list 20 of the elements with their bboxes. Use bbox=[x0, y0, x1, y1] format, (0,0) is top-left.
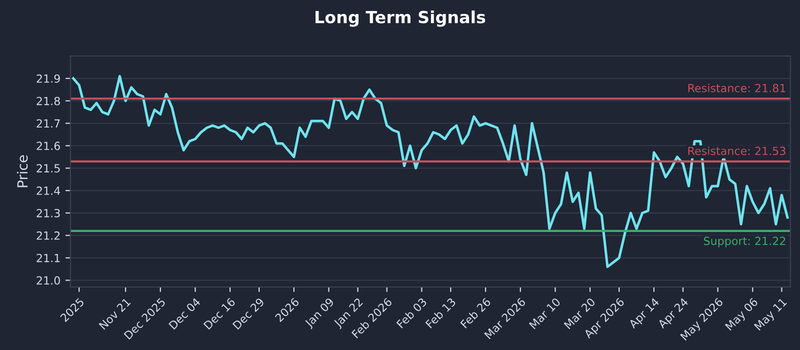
y-tick-label: 21.9 bbox=[36, 74, 60, 83]
x-tick-label: Mar 10 bbox=[528, 297, 561, 330]
y-tick-label: 21.7 bbox=[36, 119, 60, 128]
y-tick-label: 21.6 bbox=[36, 142, 60, 150]
y-tick-label: 21.0 bbox=[36, 276, 60, 285]
chart-title: Long Term Signals bbox=[316, 10, 486, 27]
x-tick-label: Dec 04 bbox=[168, 297, 201, 330]
y-tick-label: 21.4 bbox=[36, 186, 60, 195]
ref-line-label: Resistance: 21.53 bbox=[688, 146, 786, 156]
y-tick-label: 21.3 bbox=[36, 208, 60, 218]
ref-line-label: Support: 21.22 bbox=[704, 236, 786, 248]
y-tick-label: 21.1 bbox=[36, 254, 60, 262]
x-tick-label: Feb 13 bbox=[425, 297, 456, 328]
line-series bbox=[72, 74, 789, 268]
x-tick-label: Feb 26 bbox=[460, 297, 492, 328]
y-tick-label: 21.8 bbox=[36, 96, 60, 106]
y-axis-title: Price bbox=[16, 155, 28, 188]
y-tick-label: 21.2 bbox=[36, 231, 60, 240]
ref-line-label: Resistance: 21.81 bbox=[688, 84, 786, 92]
y-tick-label: 21.5 bbox=[36, 164, 60, 173]
